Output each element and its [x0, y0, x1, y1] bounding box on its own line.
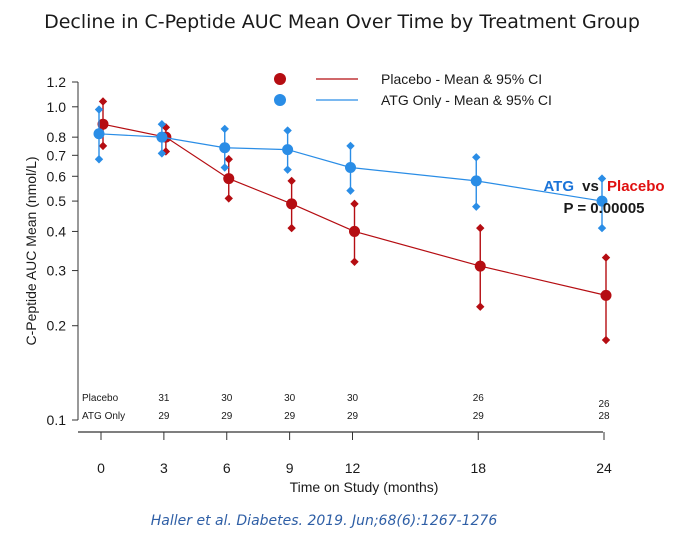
ci-upper-marker: [98, 97, 108, 106]
ci-upper-marker: [476, 223, 485, 233]
series-layer: [93, 97, 612, 345]
mean-point: [156, 131, 168, 143]
ci-lower-marker: [476, 302, 485, 311]
ci-upper-marker: [346, 141, 355, 151]
at-risk-count: 30: [284, 393, 296, 404]
x-ticks: 0 3 6 9 12 18 24: [97, 432, 612, 476]
y-tick-label: 0.8: [47, 129, 67, 145]
mean-point: [474, 260, 486, 272]
at-risk-count: 29: [221, 411, 233, 422]
mean-point: [286, 198, 298, 210]
at-risk-count: 30: [221, 393, 233, 404]
annotation-vs: vs: [582, 178, 599, 195]
x-tick-label: 3: [160, 460, 168, 476]
y-ticks: 0.1 0.2 0.3 0.4 0.5 0.6 0.7 0.8 1.0 1.2: [47, 74, 78, 428]
ci-upper-marker: [220, 124, 229, 134]
legend: Placebo - Mean & 95% CI ATG Only - Mean …: [274, 71, 552, 108]
mean-point: [223, 173, 235, 185]
x-tick-label: 9: [286, 460, 294, 476]
at-risk-count: 29: [473, 411, 485, 422]
annotation-placebo: Placebo: [607, 178, 665, 195]
at-risk-row-label: ATG Only: [82, 411, 125, 422]
y-tick-label: 0.7: [47, 147, 67, 163]
legend-placebo-marker: [274, 73, 286, 85]
at-risk-count: 29: [347, 411, 359, 422]
at-risk-count: 28: [598, 411, 610, 422]
ci-lower-marker: [287, 223, 296, 233]
ci-upper-marker: [157, 119, 167, 129]
ci-upper-marker: [287, 176, 296, 186]
legend-placebo-label: Placebo - Mean & 95% CI: [381, 71, 542, 87]
y-tick-label: 0.5: [47, 193, 67, 209]
at-risk-count: 31: [158, 393, 170, 404]
mean-point: [97, 118, 109, 130]
mean-point: [470, 175, 482, 187]
ci-lower-marker: [350, 257, 359, 266]
at-risk-row-label: Placebo: [82, 393, 119, 404]
y-axis-label: C-Peptide AUC Mean (nmol/L): [23, 156, 39, 345]
ci-lower-marker: [224, 194, 233, 203]
chart-title: Decline in C-Peptide AUC Mean Over Time …: [44, 11, 640, 33]
at-risk-count: 26: [473, 393, 485, 404]
axes: 0.1 0.2 0.3 0.4 0.5 0.6 0.7 0.8 1.0 1.2 0 3 6 9 12 18 2…: [47, 74, 612, 476]
p-value: P = 0.00005: [563, 200, 644, 217]
x-tick-label: 18: [470, 460, 486, 476]
ci-lower-marker: [346, 186, 355, 195]
y-tick-label: 0.6: [47, 168, 67, 184]
at-risk-count: 29: [284, 411, 296, 422]
ci-upper-marker: [94, 105, 104, 114]
ci-upper-marker: [472, 153, 481, 162]
at-risk-table: Placebo 31 30 30 30 26 26 ATG Only 29 29 29 29 29 28: [82, 393, 610, 422]
y-tick-label: 1.2: [47, 74, 67, 90]
ci-upper-marker: [161, 123, 171, 132]
at-risk-count: 29: [158, 411, 170, 422]
mean-point: [596, 195, 608, 207]
ci-lower-marker: [98, 141, 108, 151]
y-tick-label: 1.0: [47, 99, 67, 115]
ci-upper-marker: [350, 199, 359, 209]
ci-upper-marker: [224, 155, 233, 164]
y-tick-label: 0.4: [47, 223, 67, 239]
x-tick-label: 6: [223, 460, 231, 476]
mean-point: [282, 144, 294, 156]
comparison-annotation: ATG vs Placebo: [543, 178, 664, 195]
mean-point: [600, 289, 612, 301]
ci-upper-marker: [283, 126, 292, 135]
y-tick-label: 0.2: [47, 318, 67, 334]
ci-upper-marker: [601, 253, 611, 262]
legend-atg-label: ATG Only - Mean & 95% CI: [381, 92, 552, 108]
x-tick-label: 24: [596, 460, 612, 476]
ci-lower-marker: [220, 163, 229, 172]
annotation-atg: ATG: [543, 178, 574, 195]
x-tick-label: 12: [345, 460, 361, 476]
legend-atg-marker: [274, 94, 286, 106]
x-tick-label: 0: [97, 460, 105, 476]
ci-lower-marker: [157, 149, 167, 158]
series-atg: [93, 105, 608, 233]
y-tick-label: 0.1: [47, 412, 67, 428]
at-risk-count: 30: [347, 393, 359, 404]
ci-lower-marker: [472, 202, 481, 211]
x-axis-label: Time on Study (months): [290, 479, 439, 495]
mean-point: [345, 162, 356, 174]
mean-point: [349, 225, 360, 237]
mean-point: [219, 142, 231, 154]
ci-upper-marker: [597, 174, 607, 183]
ci-lower-marker: [283, 165, 292, 174]
y-tick-label: 0.3: [47, 263, 67, 279]
ci-lower-marker: [597, 223, 607, 233]
ci-lower-marker: [94, 155, 104, 164]
series-placebo: [97, 97, 612, 345]
mean-point: [93, 128, 105, 140]
at-risk-count: 26: [598, 399, 610, 410]
ci-lower-marker: [601, 335, 611, 345]
citation: Haller et al. Diabetes. 2019. Jun;68(6):…: [151, 513, 498, 529]
